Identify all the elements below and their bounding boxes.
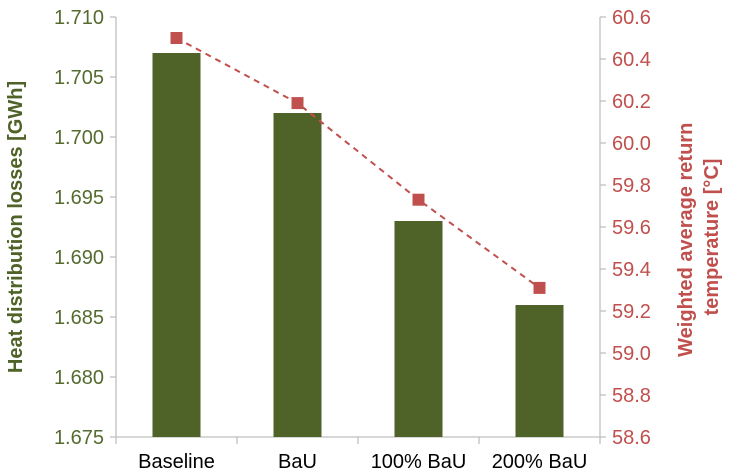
y2-tick-label: 58.8 [612,385,651,407]
y-tick-label: 1.705 [54,67,104,89]
x-tick-label: 100% BaU [371,451,467,473]
y2-tick-label: 59.6 [612,217,651,239]
line-marker [533,281,546,294]
x-tick-label: 200% BaU [492,451,588,473]
y-tick-label: 1.675 [54,427,104,449]
y2-axis-title-line-2: temperature [°C] [701,159,723,316]
y-tick-label: 1.710 [54,7,104,29]
line-marker [170,32,183,44]
series-line [176,37,541,289]
y-tick-label: 1.700 [54,127,104,149]
y2-tick-label: 59.2 [612,301,651,323]
bar [273,113,322,437]
bar [394,221,443,437]
bars-layer [152,53,564,437]
line-layer [170,32,546,294]
y-tick-label: 1.685 [54,307,104,329]
line-marker [412,193,425,206]
y2-tick-label: 60.4 [612,49,651,71]
y2-tick-label: 59.0 [612,343,651,365]
bar [152,53,201,437]
y2-tick-label: 58.6 [612,427,651,449]
y2-tick-label: 60.2 [612,91,651,113]
y2-axis-title: Weighted average return temperature [°C] [675,117,723,357]
y-tick-label: 1.690 [54,247,104,269]
y2-tick-label: 59.4 [612,259,651,281]
y2-tick-label: 60.0 [612,133,651,155]
x-tick-label: Baseline [138,451,215,473]
y2-tick-label: 60.6 [612,7,651,29]
y-axis-title: Heat distribution losses [GWh] [5,81,27,373]
x-tick-label: BaU [278,451,317,473]
y-tick-label: 1.680 [54,367,104,389]
bar [515,305,564,437]
y2-axis-title-line-1: Weighted average return [675,123,697,357]
labels-layer: 1.675 1.680 1.685 1.690 1.695 1.700 1.705 1.710… [54,7,651,473]
ticks-layer [110,16,606,444]
y-tick-label: 1.695 [54,187,104,209]
line-marker [291,97,304,110]
y2-tick-label: 59.8 [612,175,651,197]
